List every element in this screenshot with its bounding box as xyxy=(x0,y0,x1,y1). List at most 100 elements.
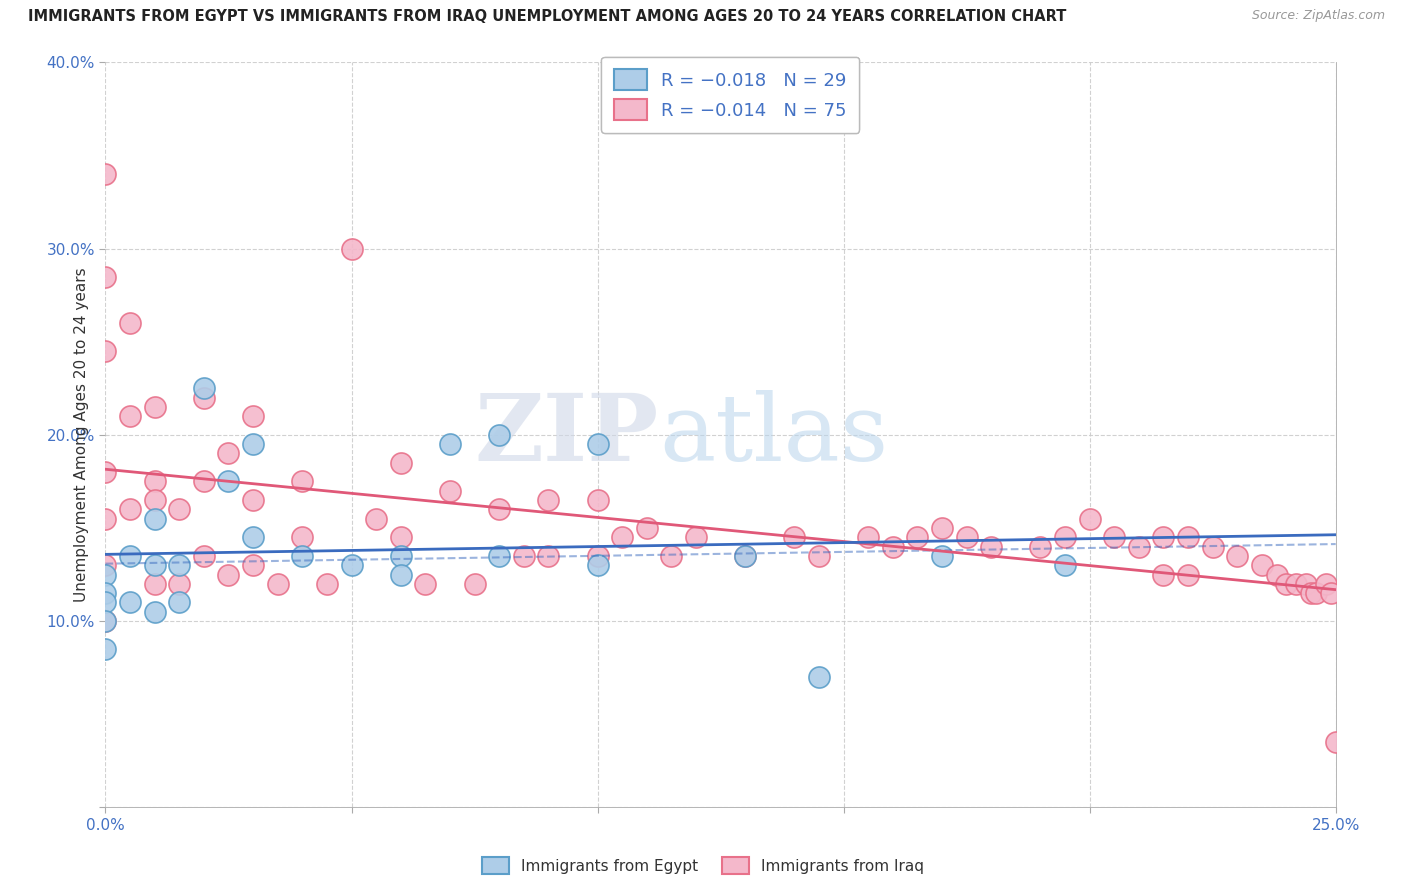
Point xyxy=(980,540,1002,554)
Point xyxy=(193,381,215,395)
Point xyxy=(389,456,412,470)
Point xyxy=(291,549,314,563)
Point xyxy=(169,502,191,516)
Point xyxy=(94,614,117,628)
Point xyxy=(94,642,117,657)
Point xyxy=(1078,511,1101,525)
Text: atlas: atlas xyxy=(659,390,889,480)
Point xyxy=(586,549,609,563)
Point xyxy=(907,530,929,544)
Point xyxy=(366,511,388,525)
Point xyxy=(143,400,166,414)
Point xyxy=(1226,549,1249,563)
Point xyxy=(242,530,264,544)
Point xyxy=(120,502,141,516)
Point xyxy=(389,549,412,563)
Point xyxy=(242,409,264,424)
Point xyxy=(1305,586,1327,600)
Point xyxy=(1029,540,1052,554)
Y-axis label: Unemployment Among Ages 20 to 24 years: Unemployment Among Ages 20 to 24 years xyxy=(73,268,89,602)
Text: Source: ZipAtlas.com: Source: ZipAtlas.com xyxy=(1251,9,1385,22)
Point xyxy=(1275,577,1298,591)
Point xyxy=(1295,577,1317,591)
Point xyxy=(1054,530,1077,544)
Point xyxy=(94,511,117,525)
Point xyxy=(94,614,117,628)
Point xyxy=(1153,567,1175,582)
Point xyxy=(120,595,141,609)
Point xyxy=(1102,530,1125,544)
Point xyxy=(143,577,166,591)
Point xyxy=(537,493,560,508)
Text: ZIP: ZIP xyxy=(475,390,659,480)
Point xyxy=(242,493,264,508)
Point xyxy=(956,530,979,544)
Point xyxy=(513,549,536,563)
Point xyxy=(143,511,166,525)
Point xyxy=(1153,530,1175,544)
Point xyxy=(636,521,658,535)
Point xyxy=(1301,586,1323,600)
Point xyxy=(610,530,633,544)
Point xyxy=(120,409,141,424)
Point xyxy=(218,567,240,582)
Point xyxy=(218,475,240,489)
Point xyxy=(537,549,560,563)
Point xyxy=(193,475,215,489)
Point xyxy=(169,595,191,609)
Point xyxy=(169,558,191,573)
Point xyxy=(1177,567,1199,582)
Point xyxy=(858,530,880,544)
Point xyxy=(1319,586,1341,600)
Point xyxy=(1324,735,1347,749)
Point xyxy=(94,595,117,609)
Text: IMMIGRANTS FROM EGYPT VS IMMIGRANTS FROM IRAQ UNEMPLOYMENT AMONG AGES 20 TO 24 Y: IMMIGRANTS FROM EGYPT VS IMMIGRANTS FROM… xyxy=(28,9,1067,24)
Point xyxy=(1202,540,1225,554)
Point xyxy=(120,549,141,563)
Point xyxy=(340,242,363,256)
Point xyxy=(1265,567,1288,582)
Point xyxy=(94,344,117,359)
Point xyxy=(807,549,830,563)
Legend: R = −0.018   N = 29, R = −0.014   N = 75: R = −0.018 N = 29, R = −0.014 N = 75 xyxy=(602,56,859,133)
Point xyxy=(143,605,166,619)
Point xyxy=(315,577,337,591)
Point xyxy=(439,437,461,451)
Point xyxy=(1285,577,1308,591)
Point xyxy=(340,558,363,573)
Point xyxy=(1177,530,1199,544)
Point xyxy=(415,577,437,591)
Point xyxy=(143,475,166,489)
Point xyxy=(1054,558,1077,573)
Point xyxy=(882,540,904,554)
Point xyxy=(685,530,707,544)
Point xyxy=(1128,540,1150,554)
Point xyxy=(94,167,117,181)
Point xyxy=(586,437,609,451)
Point xyxy=(661,549,683,563)
Point xyxy=(94,586,117,600)
Point xyxy=(120,316,141,330)
Point xyxy=(143,558,166,573)
Point xyxy=(267,577,290,591)
Point xyxy=(807,670,830,684)
Point xyxy=(218,446,240,460)
Point xyxy=(242,437,264,451)
Point xyxy=(143,493,166,508)
Point xyxy=(94,465,117,479)
Point xyxy=(242,558,264,573)
Point xyxy=(389,567,412,582)
Point xyxy=(94,269,117,284)
Point xyxy=(291,475,314,489)
Point xyxy=(586,558,609,573)
Point xyxy=(389,530,412,544)
Legend: Immigrants from Egypt, Immigrants from Iraq: Immigrants from Egypt, Immigrants from I… xyxy=(475,851,931,880)
Point xyxy=(94,567,117,582)
Point xyxy=(488,428,510,442)
Point xyxy=(734,549,756,563)
Point xyxy=(734,549,756,563)
Point xyxy=(193,391,215,405)
Point xyxy=(439,483,461,498)
Point xyxy=(931,549,953,563)
Point xyxy=(94,558,117,573)
